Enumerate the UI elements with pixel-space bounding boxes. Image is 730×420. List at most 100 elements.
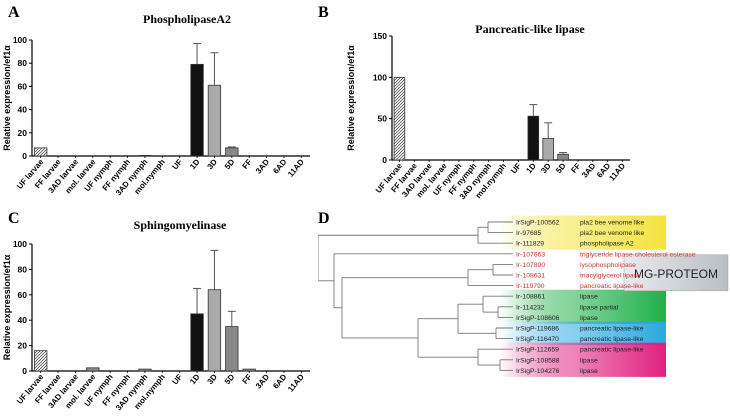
x-tick-label: 3AD bbox=[580, 161, 597, 179]
y-tick-label: 100 bbox=[13, 35, 27, 45]
x-tick-label: FF bbox=[241, 157, 254, 170]
group-box-magenta bbox=[500, 342, 666, 377]
mg-proteom-label: MG-PROTEOM bbox=[634, 267, 718, 281]
bar bbox=[225, 147, 239, 157]
leaf-description: pancreatic lipase-like bbox=[580, 283, 644, 290]
x-tick-label: 11AD bbox=[286, 372, 306, 393]
panel-letter-a: A bbox=[8, 4, 20, 21]
leaf-description: lysophospholipase bbox=[580, 262, 636, 269]
bar bbox=[207, 289, 222, 372]
x-tick-label: 3D bbox=[539, 161, 553, 175]
bar bbox=[190, 313, 204, 372]
bar bbox=[86, 367, 100, 372]
leaf-description: pancreatic lipase-like bbox=[580, 326, 644, 333]
leaf-id: Ir-114232 bbox=[516, 304, 545, 311]
leaf-id: IrSigP-112659 bbox=[516, 347, 559, 354]
x-tick-label: 3AD bbox=[254, 372, 271, 390]
bar bbox=[225, 326, 239, 372]
y-tick-label: 60 bbox=[18, 81, 28, 91]
panel-title-a: PhospholipaseA2 bbox=[142, 12, 232, 26]
y-tick-label: 20 bbox=[18, 341, 28, 351]
leaf-description: lipase bbox=[580, 294, 598, 301]
y-tick-label: 40 bbox=[18, 315, 28, 325]
x-tick-label: 11AD bbox=[607, 161, 627, 182]
group-box-yellow bbox=[500, 215, 666, 250]
leaf-id: Ir-111829 bbox=[516, 241, 544, 248]
x-tick-label: 3D bbox=[205, 157, 219, 171]
x-tick-label: 5D bbox=[223, 372, 237, 386]
y-tick-label: 0 bbox=[22, 366, 27, 376]
x-tick-label: 5D bbox=[223, 157, 237, 171]
y-tick-label: 0 bbox=[22, 151, 27, 161]
leaf-id: IrSigP-119686 bbox=[516, 326, 559, 333]
leaf-description: lipase bbox=[580, 368, 598, 375]
panel-letter-b: B bbox=[318, 4, 329, 21]
x-tick-label: 1D bbox=[188, 372, 202, 386]
group-box-green bbox=[500, 289, 666, 324]
bar bbox=[207, 84, 222, 157]
leaf-description: phospholipase A2 bbox=[580, 241, 634, 248]
y-axis-label: Relative expression/ef1α bbox=[2, 45, 12, 151]
x-tick-label: UF bbox=[170, 157, 184, 171]
mg-proteom-box bbox=[623, 254, 729, 292]
leaf-description: pla2 bee venome like bbox=[580, 230, 644, 237]
leaf-description: triacylglycerol lipase bbox=[580, 273, 641, 280]
y-tick-label: 80 bbox=[18, 58, 28, 68]
leaf-id: IrSigP-116470 bbox=[516, 336, 559, 343]
bar bbox=[527, 115, 540, 161]
leaf-id: Ir-107663 bbox=[516, 251, 545, 258]
leaf-id: Ir-108861 bbox=[516, 294, 545, 301]
panel-letter-d: D bbox=[318, 210, 330, 227]
leaf-description: pla2 bee venome like bbox=[580, 220, 644, 227]
bar bbox=[557, 153, 569, 161]
y-axis-label: Relative expression/ef1α bbox=[346, 45, 356, 151]
leaf-description: pancreatic lipase-like bbox=[580, 336, 644, 343]
leaf-description: pancreatic lipase-like bbox=[580, 347, 644, 354]
panel-title-c: Sphingomyelinase bbox=[133, 218, 227, 232]
bar bbox=[34, 350, 48, 372]
x-tick-label: 11AD bbox=[286, 157, 306, 178]
leaf-description: lipase bbox=[580, 357, 598, 364]
y-tick-label: 0 bbox=[382, 155, 387, 165]
bar bbox=[542, 138, 554, 161]
leaf-id: Ir-108631 bbox=[516, 273, 545, 280]
y-axis-label: Relative expression/ef1α bbox=[2, 254, 12, 360]
phylogenetic-tree: MG-PROTEOM IrSigP-100562 pla2 bee venome l… bbox=[318, 215, 729, 377]
bar bbox=[138, 155, 152, 157]
x-tick-label: 3D bbox=[205, 372, 219, 386]
bar bbox=[242, 368, 256, 372]
leaf-id: IrSigP-108588 bbox=[516, 357, 560, 364]
x-tick-label: UF bbox=[509, 161, 523, 175]
x-tick-label: 3AD bbox=[254, 157, 271, 175]
x-tick-label: UF bbox=[170, 372, 184, 386]
y-tick-label: 60 bbox=[18, 290, 28, 300]
bar bbox=[393, 76, 406, 161]
panel-letter-c: C bbox=[8, 210, 20, 227]
leaf-id: IrSigP-104276 bbox=[516, 368, 560, 375]
leaf-id: Ir-97685 bbox=[516, 230, 542, 237]
x-tick-label: 1D bbox=[524, 161, 538, 175]
panel-title-b: Pancreatic-like lipase bbox=[475, 22, 585, 36]
leaf-description: triglyceride lipase-cholesterol esterase bbox=[580, 251, 696, 258]
x-tick-label: FF bbox=[241, 372, 254, 385]
leaf-id: IrSigP-108606 bbox=[516, 315, 560, 322]
y-tick-label: 80 bbox=[18, 264, 28, 274]
x-tick-label: 1D bbox=[188, 157, 202, 171]
leaf-id: Ir-119790 bbox=[516, 283, 545, 290]
y-tick-label: 100 bbox=[373, 72, 387, 82]
group-box-blue bbox=[500, 321, 666, 346]
leaf-description: lipase bbox=[580, 315, 598, 322]
leaf-description: lipase partial bbox=[580, 304, 619, 311]
bar bbox=[34, 147, 48, 157]
y-tick-label: 150 bbox=[373, 31, 387, 41]
bar bbox=[190, 63, 204, 157]
y-tick-label: 40 bbox=[18, 105, 28, 115]
bar bbox=[138, 368, 152, 372]
y-tick-label: 20 bbox=[18, 128, 28, 138]
leaf-id: IrSigP-100562 bbox=[516, 220, 560, 227]
x-tick-label: 5D bbox=[554, 161, 568, 175]
leaf-id: Ir-107890 bbox=[516, 262, 545, 269]
